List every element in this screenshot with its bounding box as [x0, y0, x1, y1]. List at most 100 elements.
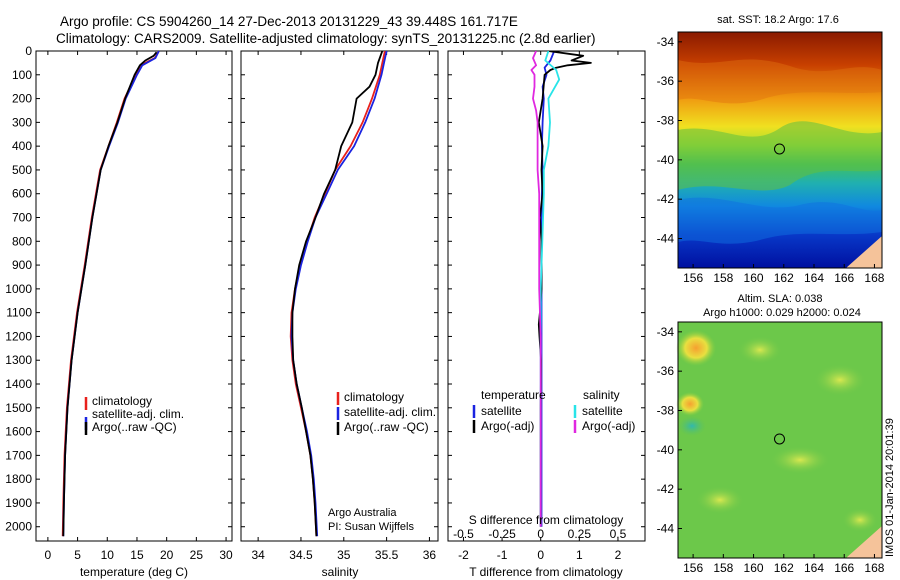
x-tick-label: 2 — [615, 548, 622, 562]
lat-tick-label: -42 — [657, 192, 675, 206]
y-tick-label: 500 — [12, 163, 32, 177]
legend-label-s-argo: Argo(-adj) — [582, 419, 635, 433]
difference-axes-frame — [447, 50, 646, 542]
difference-legend: temperature salinity satellite Argo(-adj… — [472, 388, 635, 433]
sst-field — [678, 32, 882, 268]
x-tick-label: 30 — [219, 548, 233, 562]
lat-tick-label: -34 — [657, 35, 675, 49]
credit-org: Argo Australia — [328, 507, 397, 519]
y-tick-label: 1300 — [5, 353, 32, 367]
x-tick-label: 25 — [190, 548, 204, 562]
legend-label-t-argo: Argo(-adj) — [481, 419, 534, 433]
lon-tick-label: 166 — [834, 271, 854, 285]
salinity-axes-frame — [240, 50, 439, 542]
x-tick-label: 36 — [423, 548, 437, 562]
temperature-xlabel: temperature (deg C) — [80, 565, 188, 579]
x-tick-label: 5 — [74, 548, 81, 562]
salinity-xlabel: salinity — [322, 565, 359, 579]
y-tick-label: 1100 — [6, 306, 32, 320]
sla-field — [676, 322, 882, 558]
temperature-axes-frame — [35, 50, 233, 542]
s-difference-label: S difference from climatology — [469, 513, 624, 527]
x-tick-label: 20 — [160, 548, 174, 562]
y-tick-label: 1800 — [5, 472, 32, 486]
x-tick-label: 15 — [130, 548, 144, 562]
temperature-legend: climatology satellite-adj. clim. Argo(..… — [84, 394, 184, 435]
salinity-legend: climatology satellite-adj. clim. Argo(..… — [336, 390, 436, 435]
sla-map-subtitle: Argo h1000: 0.029 h2000: 0.024 — [703, 307, 861, 319]
y-tick-label: 1400 — [5, 377, 32, 391]
y-tick-label: 400 — [12, 139, 32, 153]
y-tick-label: 1600 — [5, 425, 32, 439]
x-tick-label-top: 0.5 — [610, 527, 627, 541]
lat-tick-label: -44 — [657, 232, 675, 246]
x-tick-label-top: -0.5 — [453, 527, 474, 541]
y-tick-label: 600 — [12, 187, 32, 201]
lat-tick-label: -40 — [657, 443, 675, 457]
legend-label-s-satellite: satellite — [582, 404, 623, 418]
x-tick-label: 35 — [337, 548, 351, 562]
lat-tick-label: -40 — [657, 153, 675, 167]
x-tick-label: 35.5 — [375, 548, 399, 562]
lon-tick-label: 164 — [804, 561, 824, 575]
temperature-panel: 0 5 10 15 20 25 300100200300400500600700800900… — [5, 44, 233, 579]
sla-map-frame — [677, 321, 883, 559]
y-tick-label: 2000 — [5, 520, 32, 534]
y-tick-label: 700 — [12, 211, 32, 225]
argo-position-marker — [774, 433, 786, 445]
lat-tick-label: -36 — [657, 74, 675, 88]
credit-pi: PI: Susan Wijffels — [328, 521, 414, 533]
salinity-panel: 34 34.5 35 35.5 36 salinity climatology sate… — [240, 50, 439, 579]
x-tick-label: -1 — [497, 548, 508, 562]
y-tick-label: 100 — [12, 68, 32, 82]
y-tick-label: 1200 — [5, 329, 32, 343]
sst-map-title: sat. SST: 18.2 Argo: 17.6 — [717, 14, 839, 26]
x-tick-label: -2 — [458, 548, 469, 562]
y-tick-label: 200 — [12, 92, 32, 106]
land-patch — [846, 236, 882, 268]
lat-tick-label: -44 — [657, 522, 675, 536]
legend-header-temperature: temperature — [481, 388, 546, 402]
difference-panel: -2 -1 0 1 2 -0.5 -0.25 0 0.25 0.5 S difference fr… — [447, 50, 646, 579]
x-tick-label-top: 0.25 — [568, 527, 592, 541]
y-tick-label: 1500 — [5, 401, 32, 415]
t-difference-xlabel: T difference from climatology — [469, 565, 623, 579]
sla-map: Altim. SLA: 0.038 Argo h1000: 0.029 h200… — [657, 293, 885, 575]
series-line-argo-adj- — [530, 51, 542, 527]
x-tick-label: 1 — [576, 548, 583, 562]
figure-title-line1: Argo profile: CS 5904260_14 27-Dec-2013 … — [60, 14, 518, 29]
lon-tick-label: 166 — [834, 561, 854, 575]
legend-label-argo: Argo(..raw -QC) — [344, 420, 429, 434]
lat-tick-label: -38 — [657, 404, 675, 418]
x-tick-label: 0 — [45, 548, 52, 562]
lat-tick-label: -38 — [657, 114, 675, 128]
y-tick-label: 800 — [12, 234, 32, 248]
lon-tick-label: 158 — [713, 561, 733, 575]
sst-map: sat. SST: 18.2 Argo: 17.6 156 158 160 162 16… — [657, 14, 885, 285]
lon-tick-label: 164 — [804, 271, 824, 285]
x-tick-label-top: 0 — [537, 527, 544, 541]
legend-label-satellite: satellite-adj. clim. — [92, 407, 184, 421]
legend-label-climatology: climatology — [344, 390, 404, 404]
figure-title-line2: Climatology: CARS2009. Satellite-adjuste… — [56, 31, 596, 46]
legend-label-t-satellite: satellite — [481, 404, 522, 418]
y-tick-label: 1000 — [5, 282, 32, 296]
lon-tick-label: 162 — [774, 271, 794, 285]
legend-label-satellite: satellite-adj. clim. — [344, 405, 436, 419]
land-patch — [846, 526, 882, 558]
lat-tick-label: -34 — [657, 325, 675, 339]
lat-tick-label: -36 — [657, 364, 675, 378]
x-tick-label-top: -0.25 — [488, 527, 516, 541]
y-tick-label: 1900 — [5, 496, 32, 510]
lon-tick-label: 156 — [683, 271, 703, 285]
y-tick-label: 0 — [25, 44, 32, 58]
lon-tick-label: 156 — [683, 561, 703, 575]
legend-label-argo: Argo(..raw -QC) — [92, 420, 177, 434]
legend-label-climatology: climatology — [92, 394, 152, 408]
x-tick-label: 0 — [537, 548, 544, 562]
series-line-argo-raw-qc- — [291, 51, 384, 537]
lon-tick-label: 168 — [864, 561, 884, 575]
lon-tick-label: 168 — [864, 271, 884, 285]
y-tick-label: 300 — [12, 115, 32, 129]
